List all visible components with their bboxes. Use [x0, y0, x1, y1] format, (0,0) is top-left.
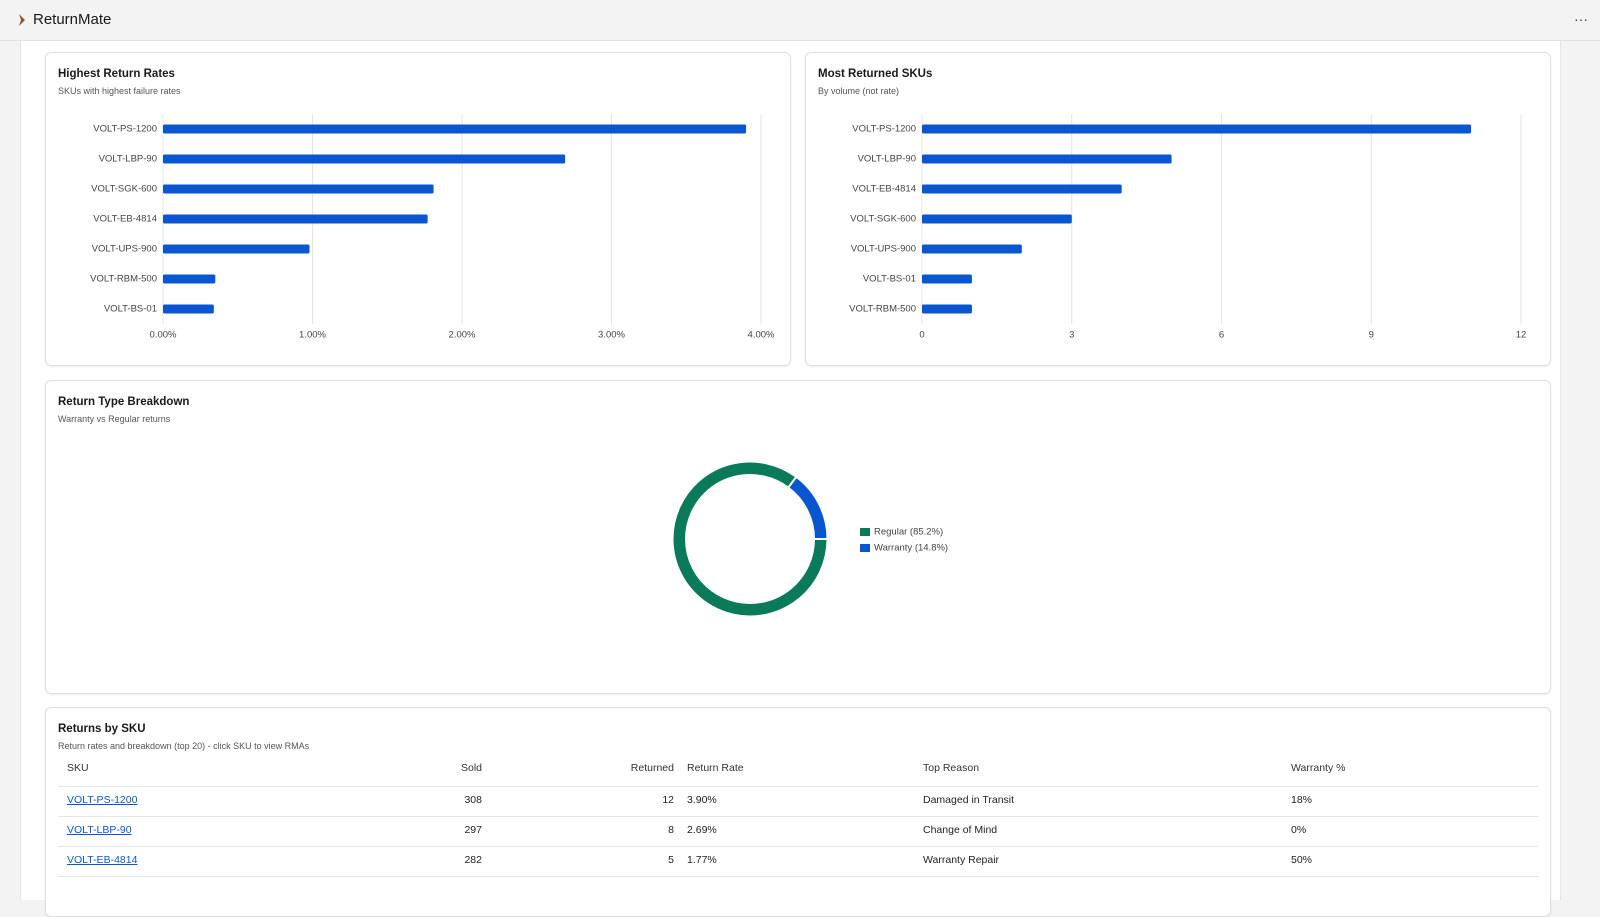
table-cell: Change of Mind — [923, 824, 998, 836]
x-tick-label: 1.00% — [299, 330, 326, 341]
x-tick-label: 2.00% — [449, 330, 476, 341]
legend-label: Regular (85.2%) — [874, 527, 943, 538]
row-divider — [58, 876, 1538, 877]
y-tick-label: VOLT-BS-01 — [863, 274, 916, 285]
y-tick-label: VOLT-BS-01 — [104, 304, 157, 315]
x-tick-label: 6 — [1219, 330, 1224, 341]
chart-card: Return Type Breakdown Warranty vs Regula… — [45, 380, 1551, 694]
column-header: SKU — [67, 762, 89, 774]
legend-label: Warranty (14.8%) — [874, 543, 948, 554]
x-tick-label: 0.00% — [150, 330, 177, 341]
bar — [163, 244, 310, 254]
bar — [922, 274, 972, 284]
top-bar: ReturnMate ··· — [0, 0, 1600, 41]
y-tick-label: VOLT-SGK-600 — [850, 214, 916, 225]
chart-card: Most Returned SKUs By volume (not rate) — [805, 52, 1551, 366]
table-cell: Warranty Repair — [923, 854, 1000, 866]
table-cell: 0% — [1291, 824, 1307, 836]
card-title: Returns by SKU — [58, 723, 146, 735]
table-cell: 8 — [668, 824, 674, 836]
bar — [922, 124, 1472, 134]
x-tick-label: 3.00% — [598, 330, 625, 341]
donut-slice — [786, 475, 829, 540]
table-cell: Damaged in Transit — [923, 794, 1015, 806]
y-tick-label: VOLT-UPS-900 — [851, 244, 916, 255]
card-subtitle: By volume (not rate) — [818, 86, 900, 96]
y-tick-label: VOLT-LBP-90 — [99, 154, 157, 165]
row-divider — [58, 816, 1538, 817]
donut-slice — [671, 460, 829, 618]
table-cell: 297 — [464, 824, 482, 836]
sku-link[interactable]: VOLT-LBP-90 — [67, 824, 132, 836]
table-cell: 18% — [1291, 794, 1313, 806]
column-header: Sold — [460, 762, 482, 774]
x-tick-label: 3 — [1069, 330, 1074, 341]
card-subtitle: Warranty vs Regular returns — [58, 414, 171, 424]
menu-button[interactable]: ··· — [1574, 11, 1588, 27]
y-tick-label: VOLT-RBM-500 — [90, 274, 157, 285]
card-title: Most Returned SKUs — [818, 68, 933, 80]
bar — [163, 214, 428, 224]
bar — [163, 124, 747, 134]
app-name: ReturnMate — [33, 11, 112, 28]
y-tick-label: VOLT-PS-1200 — [852, 124, 916, 135]
bar — [163, 274, 216, 284]
table-cell: 3.90% — [687, 794, 717, 806]
bar — [163, 304, 214, 314]
y-tick-label: VOLT-LBP-90 — [858, 154, 916, 165]
column-header: Return Rate — [687, 762, 744, 774]
table-card: Returns by SKU Return rates and breakdow… — [45, 707, 1551, 917]
table-cell: 2.69% — [687, 824, 717, 836]
card-title: Return Type Breakdown — [58, 396, 190, 408]
table-cell: 1.77% — [687, 854, 717, 866]
table-cell: 12 — [662, 794, 674, 806]
column-header: Top Reason — [923, 762, 980, 774]
bar — [922, 184, 1122, 194]
sku-link[interactable]: VOLT-EB-4814 — [67, 854, 138, 866]
bar — [922, 244, 1022, 254]
bar — [163, 154, 566, 164]
y-tick-label: VOLT-RBM-500 — [849, 304, 916, 315]
header-divider — [58, 786, 1538, 787]
x-tick-label: 4.00% — [748, 330, 775, 341]
column-header: Warranty % — [1291, 762, 1346, 774]
bar — [163, 184, 434, 194]
card-subtitle: SKUs with highest failure rates — [58, 86, 181, 96]
bar — [922, 304, 972, 314]
x-tick-label: 9 — [1369, 330, 1374, 341]
card-subtitle: Return rates and breakdown (top 20) - cl… — [58, 741, 310, 751]
table-cell: 5 — [668, 854, 674, 866]
y-tick-label: VOLT-EB-4814 — [852, 184, 916, 195]
x-tick-label: 12 — [1516, 330, 1527, 341]
card-title: Highest Return Rates — [58, 68, 175, 80]
row-divider — [58, 846, 1538, 847]
y-tick-label: VOLT-PS-1200 — [93, 124, 157, 135]
table-cell: 50% — [1291, 854, 1313, 866]
chart-card: Highest Return Rates SKUs with highest f… — [45, 52, 791, 366]
table-cell: 282 — [464, 854, 482, 866]
y-tick-label: VOLT-SGK-600 — [91, 184, 157, 195]
bar — [922, 214, 1072, 224]
x-tick-label: 0 — [919, 330, 924, 341]
legend-swatch — [860, 528, 870, 536]
column-header: Returned — [630, 762, 674, 774]
bar — [922, 154, 1172, 164]
legend-swatch — [860, 544, 870, 552]
sku-link[interactable]: VOLT-PS-1200 — [67, 794, 138, 806]
table-cell: 308 — [464, 794, 482, 806]
logo — [19, 14, 25, 26]
y-tick-label: VOLT-UPS-900 — [92, 244, 157, 255]
y-tick-label: VOLT-EB-4814 — [93, 214, 157, 225]
